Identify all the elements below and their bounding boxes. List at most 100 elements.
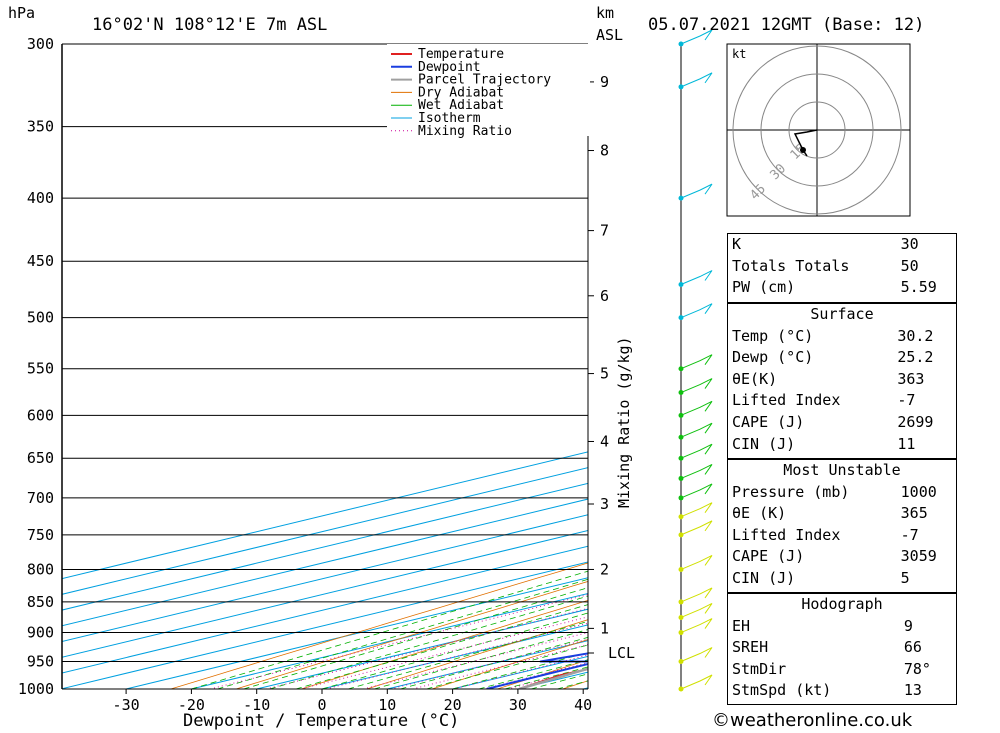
km-tick-label: 7 xyxy=(600,222,609,240)
legend-entry: Parcel Trajectory xyxy=(418,73,551,88)
wind-barb xyxy=(680,463,713,479)
legend-entry: Wet Adiabat xyxy=(418,98,504,113)
x-tick-label: -30 xyxy=(113,696,140,714)
x-axis-label: Dewpoint / Temperature (°C) xyxy=(183,711,459,731)
mu-row: CAPE (J) 3059 xyxy=(728,546,956,568)
mu-value: 365 xyxy=(900,504,928,523)
pressure-label: 700 xyxy=(27,489,54,507)
index-row: K 30 xyxy=(728,234,956,256)
wind-barb xyxy=(680,270,713,285)
index-label: Totals Totals xyxy=(732,256,850,275)
wind-barb xyxy=(680,378,713,393)
dry-adiabat-line xyxy=(954,44,1000,689)
pressure-label: 450 xyxy=(27,252,54,270)
index-value: 5.59 xyxy=(900,278,937,297)
x-tick-label: -10 xyxy=(243,696,270,714)
mu-label: θE (K) xyxy=(732,504,787,523)
wet-adiabat-line xyxy=(217,578,588,689)
hodo-row: StmDir 78° xyxy=(728,659,956,681)
mu-row: CIN (J) 5 xyxy=(728,568,956,590)
pressure-label: 900 xyxy=(27,624,54,642)
location-title: 16°02'N 108°12'E 7m ASL xyxy=(92,15,327,35)
mixing-ratio-line xyxy=(300,616,588,689)
surface-value: 2699 xyxy=(897,412,934,431)
hodo-label: SREH xyxy=(732,638,769,657)
index-label: PW (cm) xyxy=(732,278,796,297)
pressure-label: 750 xyxy=(27,526,54,544)
wind-barb xyxy=(680,183,713,199)
surface-table: Surface Temp (°C) 30.2 Dewp (°C) 25.2 θE(K… xyxy=(728,304,956,455)
km-tick-label: 4 xyxy=(600,432,609,450)
surface-label: Dewp (°C) xyxy=(732,348,814,367)
footer-credit[interactable]: ©weatheronline.co.uk xyxy=(712,710,913,731)
wind-barb xyxy=(680,520,713,536)
surface-row: CAPE (J) 2699 xyxy=(728,412,956,434)
mu-row: Lifted Index -7 xyxy=(728,525,956,547)
grid-lines: 12346810152025 xyxy=(62,44,1000,689)
surface-label: Lifted Index xyxy=(732,391,841,410)
mixing-ratio-line xyxy=(209,594,588,689)
mu-value: 1000 xyxy=(900,482,937,501)
wind-barb xyxy=(680,587,713,603)
surface-label: CAPE (J) xyxy=(732,412,805,431)
hodo-value: 13 xyxy=(903,681,922,700)
x-tick-label: 10 xyxy=(378,696,396,714)
index-label: K xyxy=(732,235,742,253)
wind-barb xyxy=(680,422,713,438)
legend-entry: Dewpoint xyxy=(418,60,481,75)
datetime-title: 05.07.2021 12GMT (Base: 12) xyxy=(648,15,924,35)
wind-barb xyxy=(680,483,713,499)
pressure-label: 300 xyxy=(27,35,54,53)
indices-table-1: K 30 Totals Totals 50 PW (cm) 5.59 xyxy=(728,234,956,299)
surface-row: Dewp (°C) 25.2 xyxy=(728,347,956,369)
most-unstable-heading: Most Unstable xyxy=(783,461,901,479)
isotherm-line xyxy=(125,577,588,689)
pressure-label: 950 xyxy=(27,653,54,671)
mu-value: 5 xyxy=(900,568,910,587)
wet-adiabat-line xyxy=(321,612,588,689)
km-tick-label: 5 xyxy=(600,365,609,383)
mu-label: Lifted Index xyxy=(732,525,841,544)
isotherm-line xyxy=(62,482,588,611)
legend-box xyxy=(387,44,590,136)
wind-barb xyxy=(680,443,713,459)
km-unit: km xyxy=(596,4,614,22)
legend-entry: Temperature xyxy=(418,47,504,62)
surface-value: -7 xyxy=(897,391,916,410)
pressure-label: 650 xyxy=(27,449,54,467)
wet-adiabat-line xyxy=(191,570,588,689)
hodo-label: EH xyxy=(732,616,751,635)
hodo-value: 66 xyxy=(903,638,922,657)
isotherm-line xyxy=(62,545,588,674)
legend-entry: Mixing Ratio xyxy=(418,124,512,139)
dry-adiabat-line xyxy=(366,619,588,689)
mixing-ratio-line xyxy=(265,607,588,689)
mu-row: Pressure (mb) 1000 xyxy=(728,482,956,504)
dry-adiabat-line xyxy=(170,562,588,689)
wind-barb xyxy=(680,674,713,690)
mu-value: 3059 xyxy=(900,547,937,566)
isotherm-line xyxy=(62,561,588,689)
mu-label: CIN (J) xyxy=(732,568,796,587)
dry-adiabat-line xyxy=(235,580,588,689)
wind-barb xyxy=(680,603,713,618)
km-tick-label: 6 xyxy=(600,287,609,305)
surface-row: CIN (J) 11 xyxy=(728,434,956,456)
wind-barb xyxy=(680,72,713,88)
hodograph-table: Hodograph EH 9 SREH 66 StmDir 78° StmSpd (k… xyxy=(728,594,956,702)
surface-value: 25.2 xyxy=(897,348,934,367)
asl-unit: ASL xyxy=(596,26,623,44)
wind-barb xyxy=(680,29,713,45)
wet-adiabat-line xyxy=(243,587,588,689)
pressure-label: 400 xyxy=(27,189,54,207)
isotherm-line xyxy=(62,467,588,595)
index-row: Totals Totals 50 xyxy=(728,256,956,278)
axes: 3003504004505005506006507007508008509009… xyxy=(18,35,635,714)
pressure-label: 500 xyxy=(27,309,54,327)
wind-barb xyxy=(680,400,713,416)
index-row: PW (cm) 5.59 xyxy=(728,277,956,299)
hodo-row: EH 9 xyxy=(728,616,956,638)
